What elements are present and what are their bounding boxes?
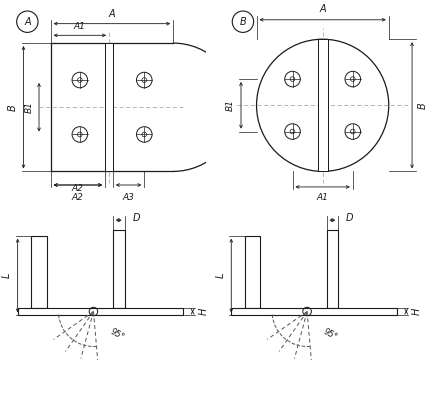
Text: B: B bbox=[8, 104, 17, 111]
Text: B1: B1 bbox=[25, 101, 34, 113]
Text: H: H bbox=[412, 308, 422, 315]
Bar bbox=[113, 230, 125, 308]
Text: A3: A3 bbox=[123, 193, 135, 202]
Text: D: D bbox=[133, 213, 140, 223]
Text: B: B bbox=[239, 17, 246, 27]
Bar bbox=[231, 308, 396, 315]
Text: B: B bbox=[418, 102, 428, 109]
Text: L: L bbox=[215, 273, 225, 278]
Text: L: L bbox=[2, 273, 12, 278]
Text: H: H bbox=[198, 308, 208, 315]
Bar bbox=[318, 39, 327, 171]
Text: A: A bbox=[319, 4, 326, 14]
Text: A: A bbox=[109, 9, 115, 19]
Bar bbox=[17, 308, 183, 315]
Text: A: A bbox=[24, 17, 31, 27]
Text: A1: A1 bbox=[74, 22, 86, 32]
Bar bbox=[245, 236, 260, 308]
Text: D: D bbox=[346, 213, 354, 223]
Bar bbox=[105, 43, 113, 171]
Text: 95°: 95° bbox=[322, 327, 339, 342]
Bar bbox=[31, 236, 47, 308]
Text: B1: B1 bbox=[226, 99, 235, 111]
Text: A2: A2 bbox=[72, 193, 84, 202]
Text: 95°: 95° bbox=[108, 327, 126, 342]
Bar bbox=[327, 230, 338, 308]
Text: A1: A1 bbox=[317, 193, 329, 202]
Text: A2: A2 bbox=[72, 184, 84, 193]
